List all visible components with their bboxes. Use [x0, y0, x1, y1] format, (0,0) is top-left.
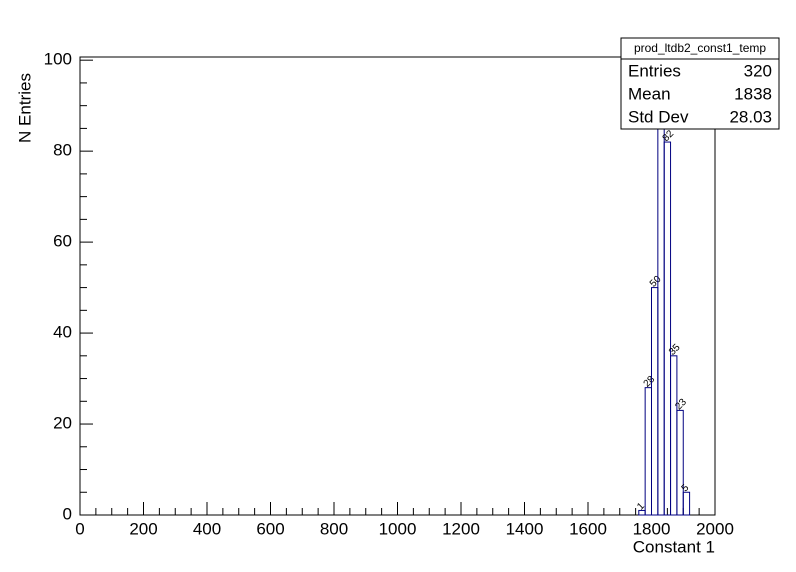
- x-tick-label: 1000: [379, 519, 417, 538]
- stats-value: 320: [744, 61, 772, 80]
- stats-title: prod_ltdb2_const1_temp: [634, 41, 766, 55]
- x-tick-label: 1400: [506, 519, 544, 538]
- y-tick-label: 100: [44, 50, 72, 69]
- stats-box: prod_ltdb2_const1_temp Entries 320 Mean 1838…: [620, 37, 780, 130]
- data-label: 50: [648, 274, 664, 290]
- data-label: 82: [661, 128, 677, 144]
- bar: [644, 387, 653, 516]
- x-tick-label: 800: [320, 519, 348, 538]
- data-label: 23: [673, 396, 689, 412]
- bar: [676, 409, 684, 516]
- y-tick-label: 60: [53, 232, 72, 251]
- data-label: 28: [642, 374, 658, 390]
- x-tick-label: 2000: [696, 519, 734, 538]
- x-tick-label: 1600: [569, 519, 607, 538]
- stats-label: Mean: [628, 84, 671, 103]
- x-tick-label: 0: [75, 519, 84, 538]
- bar: [663, 141, 672, 516]
- x-tick-label: 600: [256, 519, 284, 538]
- stats-frame: [620, 37, 780, 130]
- y-tick-label: 40: [53, 323, 72, 342]
- bar: [651, 287, 659, 516]
- x-tick-label: 400: [193, 519, 221, 538]
- y-tick-label: 20: [53, 414, 72, 433]
- stats-value: 28.03: [729, 107, 772, 126]
- bar: [682, 491, 691, 516]
- stats-label: Std Dev: [628, 107, 689, 126]
- bar: [670, 355, 678, 516]
- data-label: 35: [667, 342, 683, 358]
- x-tick-label: 200: [129, 519, 157, 538]
- stats-value: 1838: [734, 84, 772, 103]
- bar: [657, 77, 665, 516]
- y-axis-label: N Entries: [15, 73, 34, 143]
- y-tick-label: 80: [53, 141, 72, 160]
- stats-label: Entries: [628, 61, 681, 80]
- x-tick-label: 1800: [633, 519, 671, 538]
- x-axis-label: Constant 1: [633, 537, 715, 556]
- plot-frame: [79, 56, 716, 516]
- y-tick-label: 0: [63, 504, 72, 523]
- x-tick-label: 1200: [442, 519, 480, 538]
